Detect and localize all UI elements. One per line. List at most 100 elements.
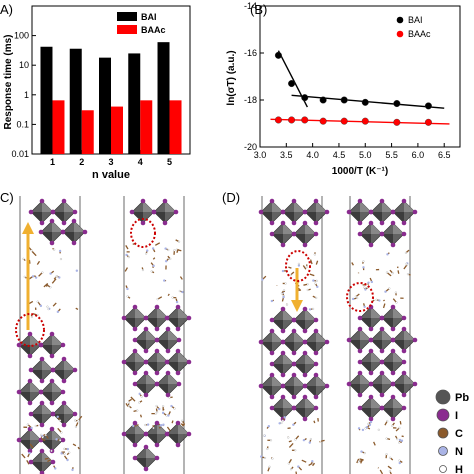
hydrogen-atom bbox=[377, 428, 380, 431]
nitrogen-atom bbox=[384, 290, 387, 293]
hydrogen-atom bbox=[367, 422, 370, 425]
octahedron bbox=[390, 370, 418, 398]
iodine-atom bbox=[324, 209, 330, 215]
octahedron bbox=[132, 370, 160, 398]
nitrogen-atom bbox=[308, 441, 311, 444]
nitrogen-atom bbox=[159, 424, 162, 427]
nitrogen-atom bbox=[55, 438, 58, 441]
nitrogen-atom bbox=[132, 424, 135, 428]
iodine-atom bbox=[164, 359, 170, 365]
octahedron bbox=[154, 370, 182, 398]
iodine-atom bbox=[269, 328, 275, 334]
legend-label-baac: BAAc bbox=[408, 29, 431, 39]
iodine-atom bbox=[16, 389, 22, 395]
hydrogen-atom bbox=[263, 434, 266, 437]
nitrogen-atom bbox=[270, 299, 274, 303]
iodine-atom bbox=[28, 209, 34, 215]
hydrogen-atom bbox=[156, 411, 159, 414]
hydrogen-atom bbox=[55, 275, 59, 278]
hydrogen-atom bbox=[315, 279, 318, 282]
iodine-atom bbox=[143, 315, 149, 321]
iodine-atom bbox=[368, 370, 374, 376]
point-baac bbox=[319, 117, 327, 125]
point-bai bbox=[319, 96, 327, 104]
iodine-atom bbox=[154, 442, 160, 448]
iodine-atom bbox=[390, 348, 396, 354]
hydrogen-atom bbox=[398, 459, 401, 462]
chart-b: -14 -16 -18 -203.0 3.5 4.0 4.5 5.0 5.5 6.0 6.5 BAI… bbox=[226, 1, 461, 177]
hydrogen-atom bbox=[309, 438, 312, 441]
iodine-atom bbox=[71, 218, 77, 224]
iodine-atom bbox=[379, 348, 385, 354]
hydrogen-atom bbox=[49, 286, 52, 289]
nitrogen-atom bbox=[361, 428, 365, 432]
bar-baac-3 bbox=[111, 106, 123, 154]
chart-b-ylabel: ln(σT) (a.u.) bbox=[226, 50, 237, 105]
atom-legend-label-pb: Pb bbox=[455, 392, 469, 404]
octahedron bbox=[368, 370, 396, 398]
octahedron bbox=[50, 198, 78, 226]
hydrogen-atom bbox=[47, 308, 50, 311]
hydrogen-atom bbox=[138, 401, 141, 404]
iodine-atom bbox=[165, 326, 171, 332]
hydrogen-atom bbox=[169, 257, 172, 260]
iodine-atom bbox=[280, 372, 286, 378]
nitrogen-atom bbox=[164, 260, 168, 263]
iodine-atom bbox=[258, 383, 264, 389]
nitrogen-atom bbox=[138, 392, 141, 396]
hydrogen-atom bbox=[297, 262, 300, 265]
iodine-atom bbox=[269, 361, 275, 367]
octahedron bbox=[164, 304, 192, 332]
point-bai bbox=[288, 80, 296, 88]
iodine-atom bbox=[368, 326, 374, 332]
iodine-atom bbox=[302, 394, 308, 400]
nitrogen-atom bbox=[181, 290, 184, 294]
hydrogen-atom bbox=[406, 273, 409, 276]
hydrogen-atom bbox=[362, 260, 365, 263]
highlight-circle bbox=[285, 250, 311, 282]
bar-bai-2 bbox=[69, 48, 82, 154]
octahedron bbox=[269, 220, 297, 248]
iodine-atom bbox=[269, 198, 275, 204]
octahedron bbox=[302, 328, 330, 356]
iodine-atom bbox=[379, 220, 385, 226]
iodine-atom bbox=[269, 394, 275, 400]
octahedron bbox=[16, 331, 44, 359]
iodine-atom bbox=[357, 231, 363, 237]
atom-legend-marker bbox=[436, 408, 450, 422]
iodine-atom bbox=[368, 337, 374, 343]
point-bai bbox=[424, 102, 432, 110]
iodine-atom bbox=[280, 328, 286, 334]
nitrogen-atom bbox=[146, 423, 150, 426]
nitrogen-atom bbox=[316, 285, 319, 289]
nitrogen-atom bbox=[283, 416, 286, 419]
hydrogen-atom bbox=[313, 253, 316, 256]
iodine-atom bbox=[38, 229, 44, 235]
hydrogen-atom bbox=[26, 423, 29, 426]
iodine-atom bbox=[60, 389, 66, 395]
nitrogen-atom bbox=[162, 423, 165, 426]
nitrogen-atom bbox=[146, 249, 149, 252]
iodine-atom bbox=[313, 372, 319, 378]
point-baac bbox=[288, 116, 296, 124]
iodine-atom bbox=[269, 350, 275, 356]
hydrogen-atom bbox=[391, 272, 394, 275]
iodine-atom bbox=[302, 372, 308, 378]
organic-layer bbox=[21, 415, 83, 472]
hydrogen-atom bbox=[171, 296, 174, 299]
octahedron bbox=[38, 378, 66, 406]
nitrogen-atom bbox=[302, 438, 306, 442]
hydrogen-atom bbox=[145, 252, 148, 255]
nitrogen-atom bbox=[292, 423, 295, 426]
nitrogen-atom bbox=[175, 300, 179, 304]
iodine-atom bbox=[164, 315, 170, 321]
iodine-atom bbox=[71, 240, 77, 246]
iodine-atom bbox=[368, 394, 374, 400]
octahedron bbox=[269, 394, 297, 422]
iodine-atom bbox=[390, 304, 396, 310]
octahedron bbox=[291, 350, 319, 378]
iodine-atom bbox=[291, 328, 297, 334]
iodine-atom bbox=[302, 416, 308, 422]
nitrogen-atom bbox=[66, 458, 69, 462]
